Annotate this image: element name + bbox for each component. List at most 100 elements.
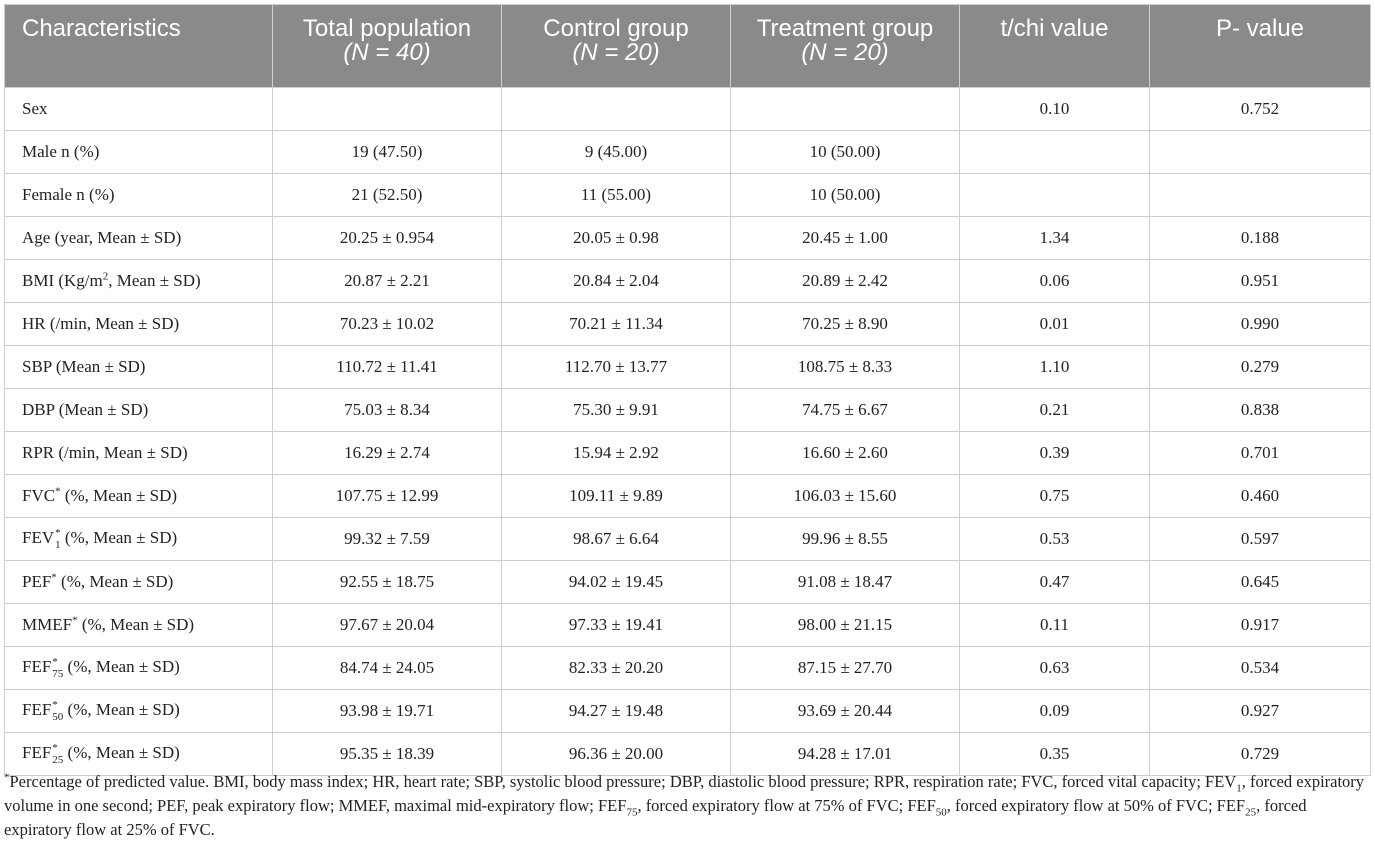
header-t-chi-value: t/chi value [959, 4, 1150, 88]
row-control-value: 82.33 ± 20.20 [501, 646, 731, 690]
table-body: Sex 0.10 0.752 Male n (%) 19 (47.50) 9 (45.00… [4, 87, 1371, 776]
row-treatment-value: 10 (50.00) [730, 173, 960, 217]
row-t-chi-value [959, 173, 1150, 217]
footnote-subscript: 75 [626, 806, 638, 819]
table-row: BMI (Kg/m2, Mean ± SD) 20.87 ± 2.21 20.84 … [4, 259, 1371, 303]
row-p-value: 0.927 [1149, 689, 1371, 733]
row-characteristic: FEF * 25 (%, Mean ± SD) [4, 732, 273, 776]
row-p-value [1149, 130, 1371, 174]
row-control-value [501, 87, 731, 131]
table-row: FEF * 50 (%, Mean ± SD) 93.98 ± 19.71 94.27 … [4, 689, 1371, 733]
row-characteristic: PEF* (%, Mean ± SD) [4, 560, 273, 604]
row-t-chi-value: 0.75 [959, 474, 1150, 518]
row-characteristic: Female n (%) [4, 173, 273, 217]
row-total-value: 20.25 ± 0.954 [272, 216, 502, 260]
header-total-population: Total population (N = 40) [272, 4, 502, 88]
row-characteristic: FEF * 75 (%, Mean ± SD) [4, 646, 273, 690]
row-p-value: 0.729 [1149, 732, 1371, 776]
row-t-chi-value: 0.47 [959, 560, 1150, 604]
row-characteristic: Male n (%) [4, 130, 273, 174]
row-p-value: 0.752 [1149, 87, 1371, 131]
row-control-value: 20.84 ± 2.04 [501, 259, 731, 303]
row-control-value: 109.11 ± 9.89 [501, 474, 731, 518]
row-p-value: 0.917 [1149, 603, 1371, 647]
row-p-value: 0.188 [1149, 216, 1371, 260]
footnote-text: Percentage of predicted value. BMI, body… [9, 772, 1237, 791]
row-treatment-value: 87.15 ± 27.70 [730, 646, 960, 690]
row-total-value: 97.67 ± 20.04 [272, 603, 502, 647]
header-p-value: P- value [1149, 4, 1371, 88]
row-total-value: 92.55 ± 18.75 [272, 560, 502, 604]
row-characteristic: Sex [4, 87, 273, 131]
footnote-text: , forced expiratory volume in one second… [4, 772, 1365, 815]
table-row: FVC* (%, Mean ± SD) 107.75 ± 12.99 109.11 … [4, 474, 1371, 518]
table-row: DBP (Mean ± SD) 75.03 ± 8.34 75.30 ± 9.91 7… [4, 388, 1371, 432]
row-t-chi-value: 0.11 [959, 603, 1150, 647]
footnote-text: , forced expiratory flow at 50% of FVC; … [946, 796, 1246, 815]
row-total-value: 75.03 ± 8.34 [272, 388, 502, 432]
header-characteristics: Characteristics [4, 4, 273, 88]
row-total-value: 20.87 ± 2.21 [272, 259, 502, 303]
characteristics-table: Characteristics Total population (N = 40)… [4, 4, 1371, 776]
row-treatment-value: 99.96 ± 8.55 [730, 517, 960, 561]
footnote-subscript: 25 [1245, 806, 1257, 819]
row-characteristic: SBP (Mean ± SD) [4, 345, 273, 389]
row-p-value: 0.534 [1149, 646, 1371, 690]
row-control-value: 75.30 ± 9.91 [501, 388, 731, 432]
row-treatment-value: 20.89 ± 2.42 [730, 259, 960, 303]
row-treatment-value: 91.08 ± 18.47 [730, 560, 960, 604]
row-control-value: 15.94 ± 2.92 [501, 431, 731, 475]
row-treatment-value: 70.25 ± 8.90 [730, 302, 960, 346]
row-p-value: 0.990 [1149, 302, 1371, 346]
row-total-value: 95.35 ± 18.39 [272, 732, 502, 776]
row-control-value: 112.70 ± 13.77 [501, 345, 731, 389]
row-p-value: 0.460 [1149, 474, 1371, 518]
row-t-chi-value [959, 130, 1150, 174]
table-footnote: *Percentage of predicted value. BMI, bod… [4, 770, 1370, 842]
row-total-value: 84.74 ± 24.05 [272, 646, 502, 690]
table-row: MMEF* (%, Mean ± SD) 97.67 ± 20.04 97.33 ±… [4, 603, 1371, 647]
footnote-subscript: 1 [1236, 782, 1242, 795]
row-treatment-value: 93.69 ± 20.44 [730, 689, 960, 733]
table-row: Male n (%) 19 (47.50) 9 (45.00) 10 (50.00) [4, 130, 1371, 174]
row-control-value: 96.36 ± 20.00 [501, 732, 731, 776]
row-total-value: 21 (52.50) [272, 173, 502, 217]
header-treatment-group: Treatment group (N = 20) [730, 4, 960, 88]
row-p-value: 0.838 [1149, 388, 1371, 432]
footnote-text: , forced expiratory flow at 25% of FVC. [4, 796, 1307, 839]
row-p-value: 0.701 [1149, 431, 1371, 475]
row-total-value: 70.23 ± 10.02 [272, 302, 502, 346]
row-p-value [1149, 173, 1371, 217]
table-row: Sex 0.10 0.752 [4, 87, 1371, 131]
row-t-chi-value: 0.06 [959, 259, 1150, 303]
row-treatment-value: 98.00 ± 21.15 [730, 603, 960, 647]
row-total-value: 107.75 ± 12.99 [272, 474, 502, 518]
row-control-value: 20.05 ± 0.98 [501, 216, 731, 260]
row-treatment-value: 106.03 ± 15.60 [730, 474, 960, 518]
table-row: HR (/min, Mean ± SD) 70.23 ± 10.02 70.21 ±… [4, 302, 1371, 346]
table-row: Age (year, Mean ± SD) 20.25 ± 0.954 20.05 … [4, 216, 1371, 260]
row-t-chi-value: 0.01 [959, 302, 1150, 346]
table-row: SBP (Mean ± SD) 110.72 ± 11.41 112.70 ± 13… [4, 345, 1371, 389]
row-t-chi-value: 0.21 [959, 388, 1150, 432]
table-row: FEV * 1 (%, Mean ± SD) 99.32 ± 7.59 98.67 ± … [4, 517, 1371, 561]
row-total-value [272, 87, 502, 131]
row-control-value: 9 (45.00) [501, 130, 731, 174]
row-characteristic: FEV * 1 (%, Mean ± SD) [4, 517, 273, 561]
row-total-value: 99.32 ± 7.59 [272, 517, 502, 561]
row-p-value: 0.597 [1149, 517, 1371, 561]
row-t-chi-value: 0.35 [959, 732, 1150, 776]
table-row: FEF * 75 (%, Mean ± SD) 84.74 ± 24.05 82.33 … [4, 646, 1371, 690]
row-total-value: 93.98 ± 19.71 [272, 689, 502, 733]
footnote-text: , forced expiratory flow at 75% of FVC; … [637, 796, 936, 815]
row-t-chi-value: 1.10 [959, 345, 1150, 389]
row-t-chi-value: 0.53 [959, 517, 1150, 561]
row-t-chi-value: 0.09 [959, 689, 1150, 733]
row-treatment-value [730, 87, 960, 131]
row-control-value: 94.02 ± 19.45 [501, 560, 731, 604]
row-treatment-value: 16.60 ± 2.60 [730, 431, 960, 475]
row-control-value: 98.67 ± 6.64 [501, 517, 731, 561]
row-characteristic: RPR (/min, Mean ± SD) [4, 431, 273, 475]
row-t-chi-value: 0.63 [959, 646, 1150, 690]
row-characteristic: HR (/min, Mean ± SD) [4, 302, 273, 346]
